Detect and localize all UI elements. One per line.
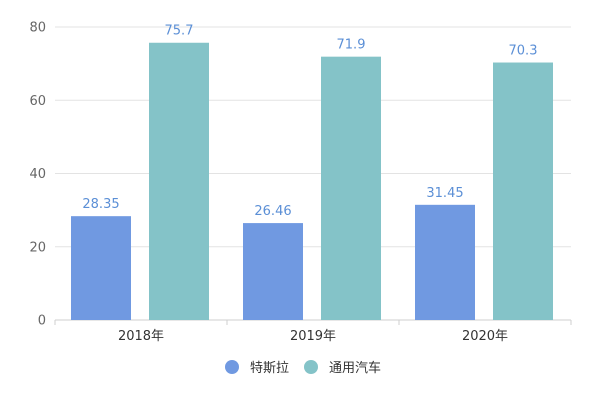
legend-swatch bbox=[304, 360, 318, 374]
data-label: 31.45 bbox=[426, 186, 463, 201]
y-tick-label: 0 bbox=[38, 314, 46, 329]
y-tick-label: 60 bbox=[29, 94, 46, 109]
data-label: 71.9 bbox=[337, 38, 366, 53]
data-label: 75.7 bbox=[165, 24, 194, 39]
data-label: 26.46 bbox=[254, 204, 291, 219]
bar bbox=[321, 56, 381, 320]
y-tick-label: 20 bbox=[29, 240, 46, 255]
bar bbox=[493, 62, 553, 321]
y-tick-label: 40 bbox=[29, 167, 46, 182]
category-label: 2018年 bbox=[118, 329, 164, 344]
bar bbox=[149, 42, 209, 320]
legend-swatch bbox=[225, 360, 239, 374]
data-label: 70.3 bbox=[509, 44, 538, 59]
data-label: 28.35 bbox=[82, 197, 119, 212]
bar bbox=[71, 216, 131, 320]
legend-label: 通用汽车 bbox=[329, 360, 381, 376]
category-label: 2020年 bbox=[462, 329, 508, 344]
y-tick-label: 80 bbox=[29, 21, 46, 36]
category-label: 2019年 bbox=[290, 329, 336, 344]
legend-label: 特斯拉 bbox=[250, 361, 289, 376]
bar bbox=[415, 204, 475, 320]
bar bbox=[243, 223, 303, 320]
